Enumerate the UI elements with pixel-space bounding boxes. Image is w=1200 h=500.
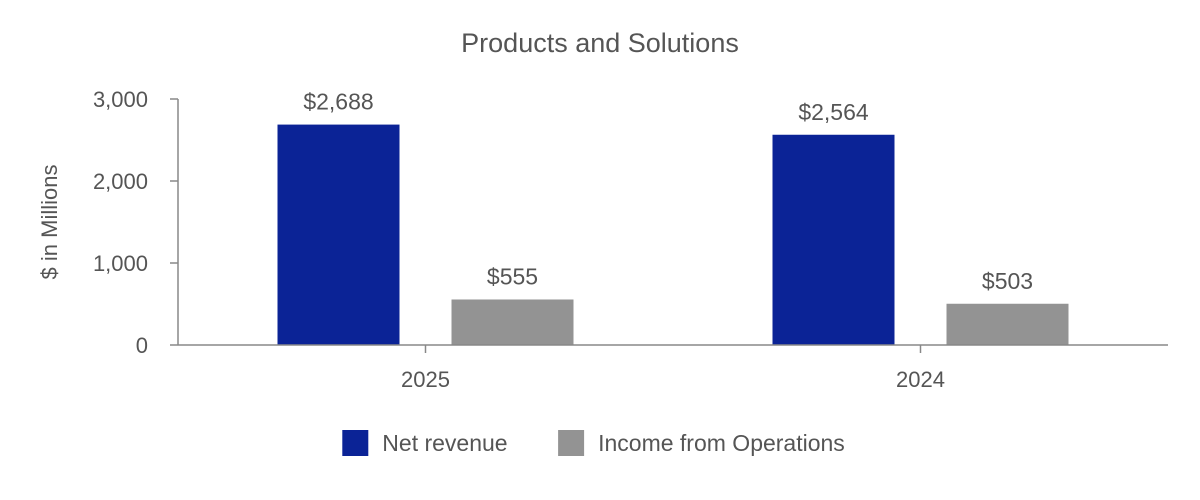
bar-income-from-operations-2025	[451, 299, 574, 345]
y-tick-label: 0	[136, 333, 148, 358]
legend-swatch	[342, 430, 369, 456]
legend: Net revenue Income from Operations	[342, 430, 845, 456]
x-tick-label: 2024	[896, 367, 945, 392]
legend-label: Net revenue	[382, 430, 507, 456]
bar-income-from-operations-2024	[946, 303, 1069, 345]
plot-area: 0 1,000 2,000 3,000 2025 $2,688 $555 2024 $2,564…	[93, 87, 1069, 392]
y-tick-label: 3,000	[93, 87, 148, 112]
x-tick-label: 2025	[401, 367, 450, 392]
data-label: $555	[487, 263, 538, 289]
bar-net-revenue-2025	[277, 124, 400, 345]
data-label: $503	[982, 268, 1033, 294]
data-label: $2,688	[303, 89, 373, 115]
chart-title: Products and Solutions	[461, 28, 739, 58]
legend-swatch	[558, 430, 585, 456]
y-tick-label: 2,000	[93, 169, 148, 194]
bar-net-revenue-2024	[772, 134, 895, 345]
legend-label: Income from Operations	[598, 430, 845, 456]
y-tick-label: 1,000	[93, 251, 148, 276]
data-label: $2,564	[798, 99, 869, 125]
y-axis-label: $ in Millions	[37, 165, 62, 280]
